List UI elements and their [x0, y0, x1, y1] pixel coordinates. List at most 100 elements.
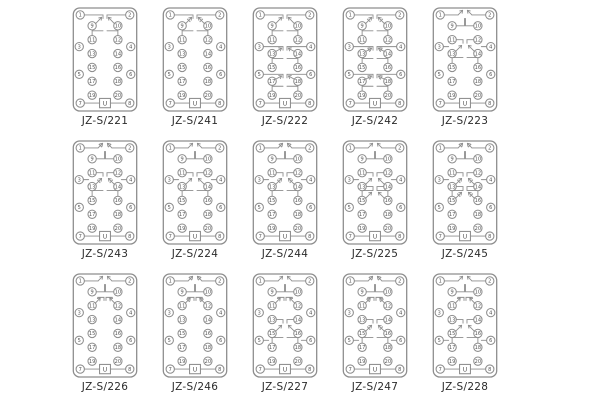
svg-text:17: 17 — [449, 79, 455, 85]
model-label: JZ-S/244 — [261, 248, 309, 260]
relay-pinout-cell: U 1 2 9 10 11 12 3 4 13 14 15 16 5 6 17 18 19 20 7 8 JZ-S/2… — [150, 273, 240, 393]
svg-text:17: 17 — [89, 79, 95, 85]
model-label: JZ-S/225 — [351, 248, 399, 260]
svg-text:14: 14 — [295, 51, 301, 57]
svg-text:10: 10 — [475, 157, 481, 163]
svg-text:1: 1 — [349, 13, 352, 19]
svg-text:19: 19 — [179, 359, 185, 365]
relay-pinout-cell: U 1 2 9 10 11 12 3 4 13 14 15 16 5 6 17 18 19 20 7 8 JZ-S/2… — [330, 7, 420, 127]
svg-text:18: 18 — [115, 345, 121, 351]
svg-text:8: 8 — [308, 101, 311, 107]
svg-text:2: 2 — [398, 146, 401, 152]
svg-text:7: 7 — [79, 101, 82, 107]
svg-text:20: 20 — [295, 359, 301, 365]
svg-text:19: 19 — [449, 226, 455, 232]
svg-text:U: U — [193, 100, 197, 107]
svg-text:7: 7 — [79, 234, 82, 240]
svg-text:11: 11 — [359, 170, 365, 176]
svg-text:18: 18 — [115, 79, 121, 85]
svg-text:20: 20 — [205, 359, 211, 365]
svg-text:1: 1 — [169, 146, 172, 152]
svg-text:13: 13 — [269, 317, 275, 323]
svg-text:U: U — [283, 366, 287, 373]
svg-text:8: 8 — [398, 101, 401, 107]
svg-text:13: 13 — [89, 51, 95, 57]
svg-text:8: 8 — [308, 367, 311, 373]
svg-text:14: 14 — [385, 317, 391, 323]
svg-text:16: 16 — [205, 331, 211, 337]
svg-text:5: 5 — [438, 205, 441, 211]
svg-text:13: 13 — [89, 317, 95, 323]
svg-text:1: 1 — [349, 146, 352, 152]
relay-pinout-cell: U 1 2 9 10 11 12 3 4 13 14 15 16 5 6 17 18 19 20 7 8 JZ-S/2… — [60, 273, 150, 393]
svg-text:17: 17 — [449, 212, 455, 218]
svg-text:8: 8 — [488, 367, 491, 373]
svg-text:11: 11 — [89, 170, 95, 176]
svg-text:7: 7 — [79, 367, 82, 373]
svg-text:14: 14 — [385, 184, 391, 190]
svg-text:19: 19 — [179, 93, 185, 99]
svg-text:10: 10 — [115, 157, 121, 163]
svg-text:10: 10 — [385, 157, 391, 163]
svg-text:16: 16 — [115, 331, 121, 337]
svg-text:8: 8 — [218, 367, 221, 373]
svg-text:4: 4 — [489, 44, 492, 50]
svg-text:19: 19 — [449, 93, 455, 99]
svg-text:3: 3 — [348, 177, 351, 183]
svg-text:12: 12 — [115, 170, 121, 176]
svg-text:12: 12 — [115, 37, 121, 43]
svg-text:5: 5 — [78, 205, 81, 211]
svg-text:20: 20 — [385, 226, 391, 232]
svg-text:14: 14 — [295, 184, 301, 190]
svg-text:15: 15 — [359, 331, 365, 337]
model-label: JZ-S/222 — [261, 115, 309, 127]
svg-text:16: 16 — [385, 198, 391, 204]
svg-text:3: 3 — [78, 310, 81, 316]
relay-pinout-cell: U 1 2 9 10 11 12 3 4 13 14 15 16 5 6 17 18 19 20 7 8 JZ-S/2… — [60, 7, 150, 127]
svg-text:14: 14 — [205, 184, 211, 190]
svg-text:11: 11 — [359, 303, 365, 309]
svg-text:7: 7 — [169, 101, 172, 107]
svg-text:16: 16 — [475, 198, 481, 204]
svg-text:2: 2 — [128, 146, 131, 152]
svg-text:6: 6 — [309, 72, 312, 78]
svg-text:6: 6 — [399, 338, 402, 344]
svg-text:15: 15 — [269, 331, 275, 337]
svg-text:9: 9 — [181, 157, 184, 163]
svg-text:3: 3 — [168, 177, 171, 183]
svg-text:12: 12 — [295, 170, 301, 176]
svg-text:17: 17 — [449, 345, 455, 351]
svg-text:10: 10 — [385, 24, 391, 30]
svg-text:16: 16 — [385, 331, 391, 337]
svg-text:5: 5 — [348, 338, 351, 344]
svg-text:15: 15 — [359, 65, 365, 71]
svg-text:7: 7 — [169, 234, 172, 240]
model-label: JZ-S/227 — [261, 381, 309, 393]
svg-text:11: 11 — [359, 37, 365, 43]
svg-text:9: 9 — [361, 157, 364, 163]
svg-text:9: 9 — [271, 157, 274, 163]
svg-text:14: 14 — [475, 51, 481, 57]
svg-text:17: 17 — [179, 212, 185, 218]
svg-text:15: 15 — [449, 331, 455, 337]
svg-text:12: 12 — [295, 303, 301, 309]
svg-text:U: U — [463, 366, 467, 373]
svg-text:U: U — [373, 100, 377, 107]
svg-text:1: 1 — [439, 13, 442, 19]
svg-text:6: 6 — [489, 338, 492, 344]
svg-text:17: 17 — [359, 79, 365, 85]
svg-text:4: 4 — [219, 310, 222, 316]
svg-text:16: 16 — [475, 331, 481, 337]
svg-text:13: 13 — [269, 51, 275, 57]
svg-text:4: 4 — [219, 177, 222, 183]
svg-text:2: 2 — [308, 13, 311, 19]
svg-text:20: 20 — [295, 93, 301, 99]
svg-text:13: 13 — [449, 51, 455, 57]
svg-text:7: 7 — [259, 101, 262, 107]
